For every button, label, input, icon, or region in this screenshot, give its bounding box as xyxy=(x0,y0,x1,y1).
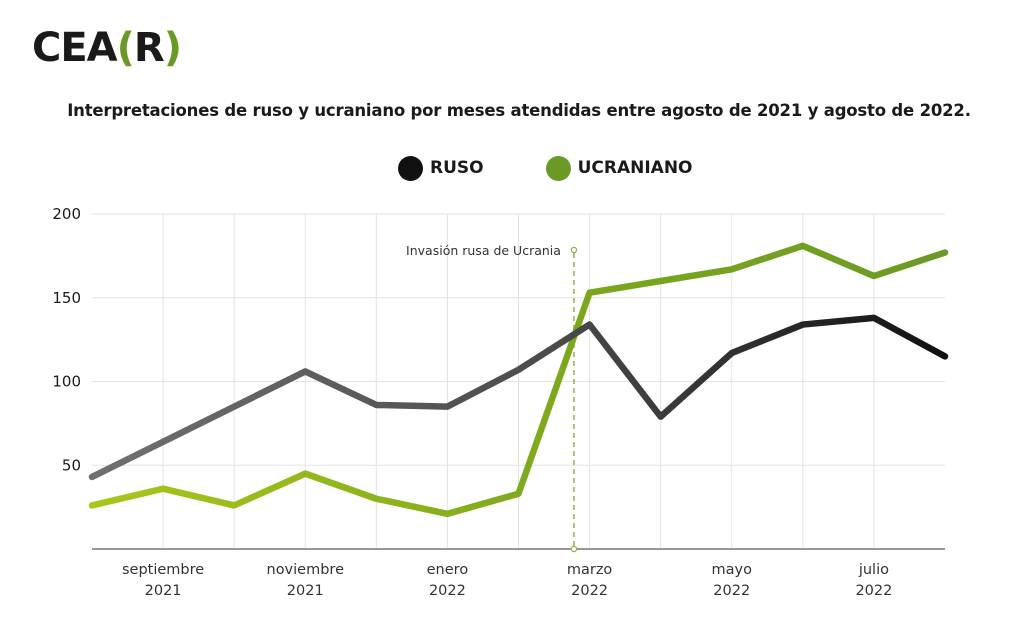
x-tick-label-year: 2022 xyxy=(571,583,608,599)
series-lines xyxy=(88,242,949,518)
x-tick-label-month: septiembre xyxy=(122,562,204,578)
y-tick-label: 100 xyxy=(52,373,81,391)
y-axis-ticks: 50 100 150 200 xyxy=(52,205,81,474)
x-tick-label-month: julio xyxy=(858,562,889,578)
annotation-bottom-marker xyxy=(570,545,578,553)
x-tick-label-year: 2022 xyxy=(855,583,892,599)
legend-item-ruso: RUSO xyxy=(398,155,484,181)
y-tick-label: 50 xyxy=(62,456,81,474)
x-tick-label-month: enero xyxy=(427,562,469,578)
legend-dot-ucraniano-icon xyxy=(545,155,571,181)
horizontal-gridlines xyxy=(92,213,945,466)
legend: RUSO UCRANIANO xyxy=(398,155,755,181)
logo-bracket-close: ) xyxy=(163,25,182,71)
x-tick-label-year: 2021 xyxy=(145,583,182,599)
y-tick-label: 200 xyxy=(52,205,81,223)
legend-label-ruso: RUSO xyxy=(430,158,484,178)
y-tick-label: 150 xyxy=(52,289,81,307)
x-tick-label-year: 2022 xyxy=(713,583,750,599)
x-axis-ticks: septiembre 2021 noviembre 2021 enero 2022 marz… xyxy=(122,562,892,599)
series-line-ruso xyxy=(88,314,949,481)
annotation-label: Invasión rusa de Ucrania xyxy=(406,243,561,258)
logo-text: CEA xyxy=(32,25,118,71)
x-tick-label-month: marzo xyxy=(567,562,613,578)
logo-bracket-open: ( xyxy=(116,25,135,71)
x-tick-label-month: mayo xyxy=(712,562,753,578)
x-tick-label-month: noviembre xyxy=(267,562,345,578)
x-tick-label-year: 2021 xyxy=(287,583,324,599)
chart-title: Interpretaciones de ruso y ucraniano por… xyxy=(67,101,971,120)
x-tick-label-year: 2022 xyxy=(429,583,466,599)
series-line-ucraniano xyxy=(88,242,949,518)
logo-letter: R xyxy=(133,25,165,71)
legend-item-ucraniano: UCRANIANO xyxy=(545,155,693,181)
ceaR-logo: CEA(R) xyxy=(32,25,182,71)
invasion-annotation: Invasión rusa de Ucrania xyxy=(406,243,578,553)
legend-label-ucraniano: UCRANIANO xyxy=(577,158,693,178)
annotation-top-marker xyxy=(570,246,578,254)
legend-dot-ruso-icon xyxy=(398,155,423,181)
